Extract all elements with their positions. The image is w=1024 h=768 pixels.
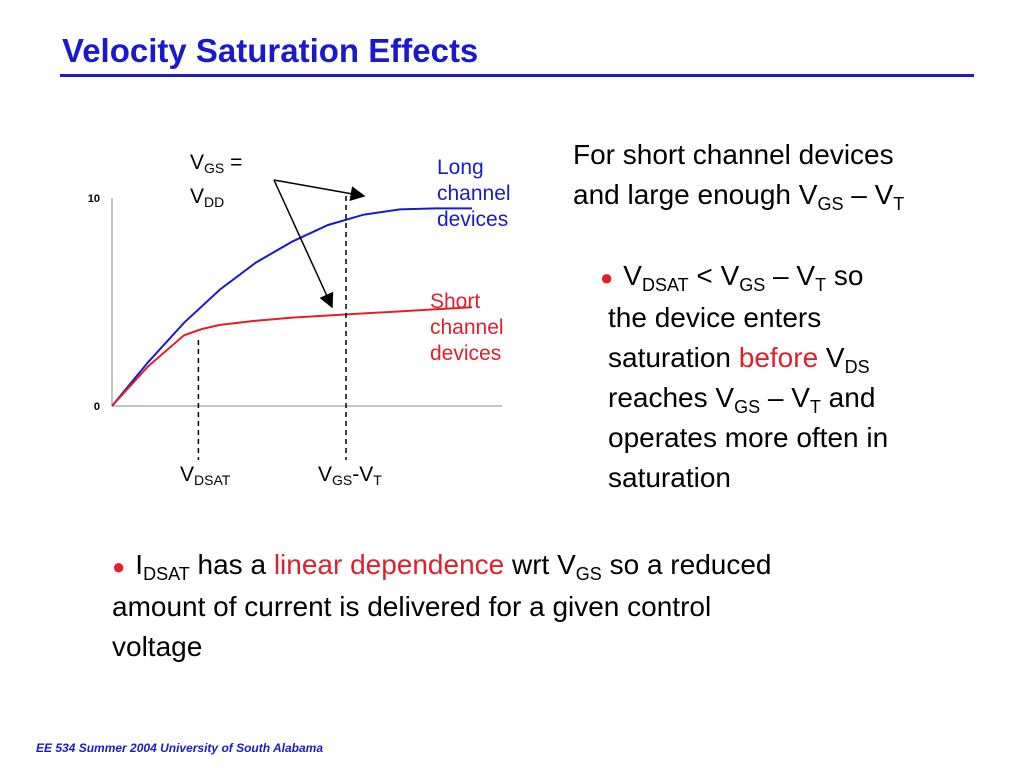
right-bullet: ● VDSAT < VGS – VT so the device enters s… [600, 260, 889, 493]
vdd-label: VDD [190, 185, 225, 210]
arrow-to-short-curve [273, 179, 334, 309]
y-tick-label-top: 10 [88, 193, 100, 205]
y-tick-label-bottom: 0 [94, 401, 100, 413]
bullet-dot-icon: ● [600, 265, 614, 290]
right-intro-text: For short channel devices and large enou… [573, 139, 905, 214]
series-line-short-channel [111, 306, 473, 407]
bottom-bullet: ● IDSAT has a linear dependence wrt VGS s… [112, 549, 772, 662]
vgs-vt-axis-label: VGS-VT [318, 463, 382, 488]
title-underline [60, 74, 974, 77]
series-line-long-channel [111, 207, 472, 407]
slide-footer: EE 534 Summer 2004 University of South A… [36, 741, 323, 755]
long-channel-label: Long channel devices [437, 156, 511, 231]
arrow-to-long-curve [273, 179, 366, 202]
short-channel-label: Short channel devices [430, 290, 504, 365]
bullet-dot-icon: ● [112, 554, 126, 579]
vgs-equals-label: VGS = [190, 151, 243, 176]
vdsat-axis-label: VDSAT [180, 463, 231, 488]
slide-title: Velocity Saturation Effects [62, 32, 479, 69]
